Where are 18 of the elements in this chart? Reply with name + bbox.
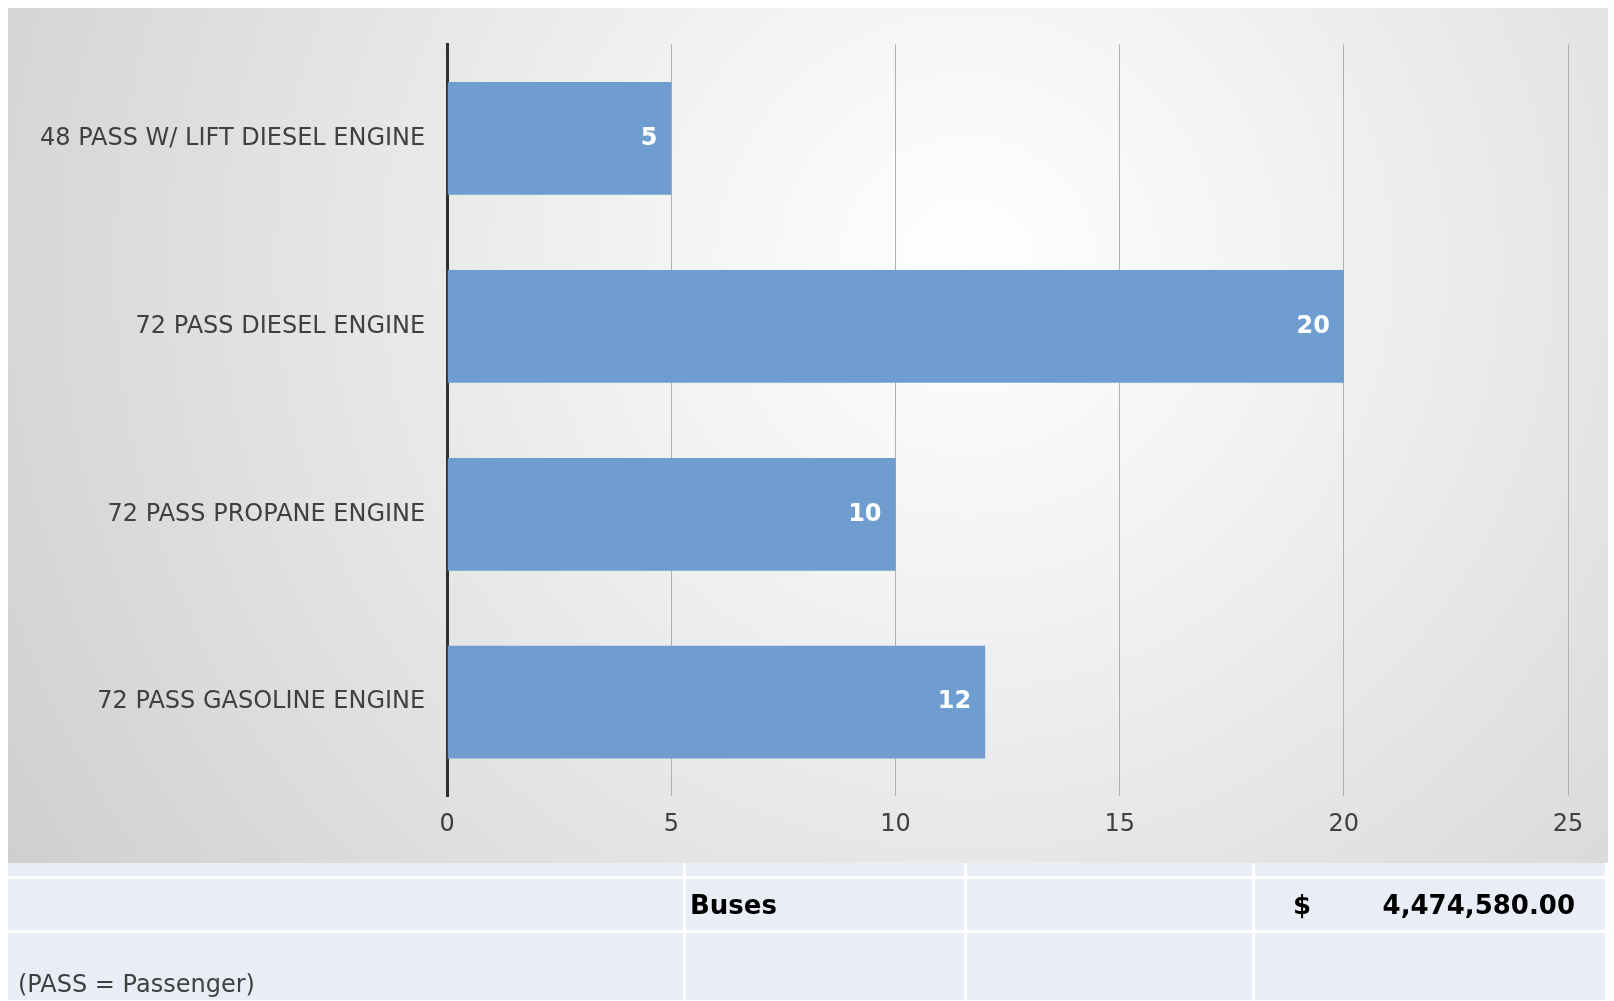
y-tick-label: 72 PASS DIESEL ENGINE (135, 310, 426, 339)
y-tick-label: 72 PASS GASOLINE ENGINE (97, 686, 426, 715)
x-tick-label: 25 (1552, 808, 1584, 837)
text: $ (1293, 889, 1312, 920)
text: (PASS = Passenger) (18, 970, 255, 998)
y-tick-label: 72 PASS PROPANE ENGINE (107, 498, 426, 527)
x-tick-label: 15 (1104, 808, 1135, 837)
data-label: 12 (937, 686, 972, 715)
x-tick-label: 0 (439, 808, 455, 837)
text: 4,474,580.00 (1382, 889, 1575, 920)
data-label: 5 (640, 122, 658, 151)
data-label: 10 (848, 498, 882, 527)
x-tick-label: 5 (663, 808, 680, 837)
x-tick-label: 10 (880, 808, 911, 837)
y-tick-label: 48 PASS W/ LIFT DIESEL ENGINE (40, 122, 426, 151)
data-label: 20 (1296, 310, 1330, 339)
text: Buses (690, 889, 777, 920)
x-tick-label: 20 (1328, 808, 1360, 837)
